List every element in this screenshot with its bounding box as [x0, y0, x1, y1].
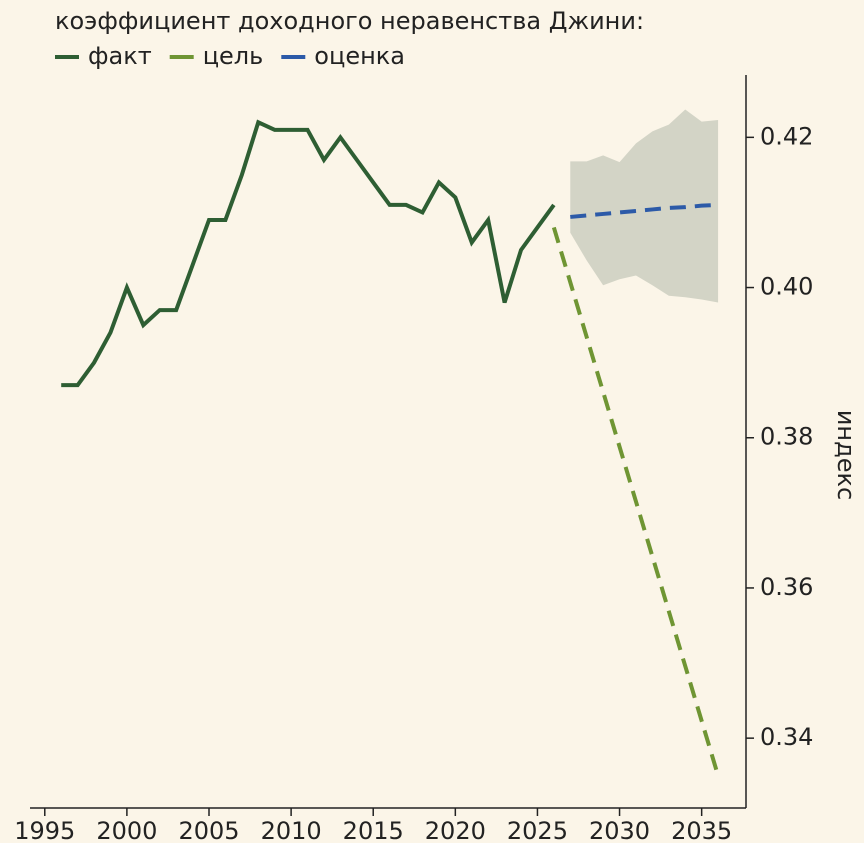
confidence-band [570, 109, 719, 303]
x-tick-label: 2030 [589, 817, 650, 843]
x-tick-label: 1995 [14, 817, 75, 843]
x-tick-label: 2010 [261, 817, 322, 843]
y-tick-label: 0.36 [760, 573, 813, 601]
legend-label: цель [203, 42, 264, 70]
y-axis-label: индекс [832, 410, 860, 500]
line-series [61, 119, 556, 388]
y-tick-label: 0.40 [760, 273, 813, 301]
x-tick-label: 2025 [507, 817, 568, 843]
x-tick-label: 2000 [96, 817, 157, 843]
y-tick-label: 0.38 [760, 423, 813, 451]
x-tick-label: 2005 [178, 817, 239, 843]
chart-title: коэффициент доходного неравенства Джини: [55, 7, 644, 35]
legend-label: оценка [314, 42, 405, 70]
x-tick-label: 2015 [343, 817, 404, 843]
line-series [551, 226, 720, 777]
y-tick-label: 0.34 [760, 723, 813, 751]
x-tick-label: 2020 [425, 817, 486, 843]
x-tick-label: 2035 [671, 817, 732, 843]
y-tick-label: 0.42 [760, 122, 813, 150]
legend-label: факт [88, 42, 152, 70]
